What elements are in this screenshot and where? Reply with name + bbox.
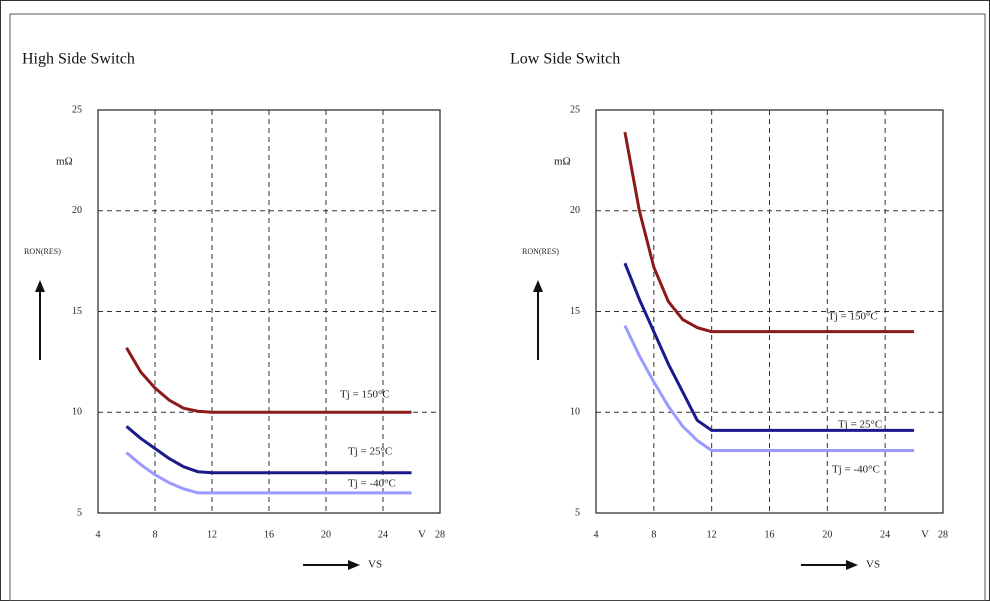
x-tick-label: 20 — [822, 529, 832, 540]
x-tick-label: 4 — [594, 529, 599, 540]
x-tick-label: 8 — [153, 529, 158, 540]
series-label: Tj = -40°C — [348, 478, 396, 490]
y-tick-label: 5 — [77, 507, 82, 518]
x-unit: V — [921, 529, 929, 541]
series-line — [623, 262, 915, 432]
y-unit: mΩ — [56, 156, 73, 168]
series-line — [125, 425, 412, 475]
y-tick-label: 25 — [72, 104, 82, 115]
x-tick-label: 8 — [651, 529, 656, 540]
x-axis-label: VS — [866, 559, 880, 571]
series-line — [125, 347, 412, 414]
x-tick-label: 20 — [321, 529, 331, 540]
series-label: Tj = 150°C — [828, 311, 878, 323]
y-axis-label: RON(RES) — [522, 247, 559, 256]
x-unit: V — [418, 529, 426, 541]
x-tick-label: 24 — [378, 529, 388, 540]
x-arrow-head — [348, 560, 360, 570]
series-line — [623, 324, 915, 453]
series-label: Tj = 150°C — [340, 389, 390, 401]
x-arrow-head — [846, 560, 858, 570]
series-line — [623, 131, 915, 334]
series-label: Tj = 25°C — [348, 446, 392, 458]
y-tick-label: 10 — [570, 407, 580, 418]
series-line — [125, 451, 412, 495]
y-tick-label: 25 — [570, 104, 580, 115]
y-tick-label: 15 — [72, 306, 82, 317]
y-tick-label: 15 — [570, 306, 580, 317]
x-tick-label: 24 — [880, 529, 890, 540]
y-tick-label: 10 — [72, 407, 82, 418]
x-tick-label: 28 — [435, 529, 445, 540]
x-tick-label: 4 — [96, 529, 101, 540]
series-label: Tj = 25°C — [838, 419, 882, 431]
y-tick-label: 5 — [575, 507, 580, 518]
chart-title: Low Side Switch — [510, 51, 620, 68]
y-arrow-head — [35, 280, 45, 292]
chart-title: High Side Switch — [22, 51, 135, 68]
x-tick-label: 16 — [765, 529, 775, 540]
y-arrow-head — [533, 280, 543, 292]
y-axis-label: RON(RES) — [24, 247, 61, 256]
y-tick-label: 20 — [72, 205, 82, 216]
x-axis-label: VS — [368, 559, 382, 571]
figure-border — [9, 13, 986, 601]
y-tick-label: 20 — [570, 205, 580, 216]
x-tick-label: 16 — [264, 529, 274, 540]
x-tick-label: 12 — [207, 529, 217, 540]
y-unit: mΩ — [554, 156, 571, 168]
x-tick-label: 12 — [707, 529, 717, 540]
x-tick-label: 28 — [938, 529, 948, 540]
series-label: Tj = -40°C — [832, 464, 880, 476]
